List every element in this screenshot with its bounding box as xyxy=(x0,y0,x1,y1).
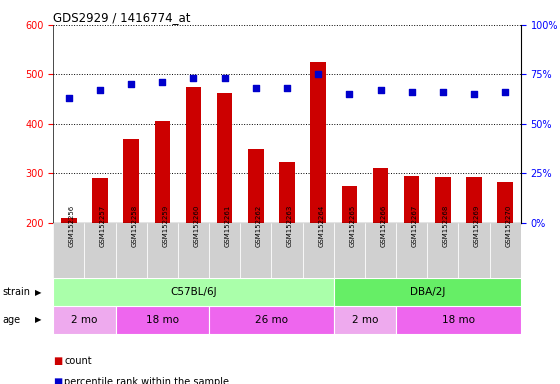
Point xyxy=(501,89,510,95)
Bar xyxy=(302,223,334,278)
Bar xyxy=(209,223,240,278)
Text: 2 mo: 2 mo xyxy=(352,315,378,325)
Bar xyxy=(61,218,77,223)
Text: GSM152267: GSM152267 xyxy=(412,204,418,247)
Bar xyxy=(272,223,302,278)
Point xyxy=(158,79,167,85)
Text: GSM152258: GSM152258 xyxy=(131,204,137,247)
Text: GSM152259: GSM152259 xyxy=(162,204,169,247)
Bar xyxy=(365,223,396,278)
Text: ■: ■ xyxy=(53,377,63,384)
Bar xyxy=(404,176,419,223)
Bar xyxy=(396,306,521,334)
Text: GSM152257: GSM152257 xyxy=(100,204,106,247)
Bar xyxy=(334,223,365,278)
Text: ■: ■ xyxy=(53,356,63,366)
Point xyxy=(438,89,447,95)
Text: 26 mo: 26 mo xyxy=(255,315,288,325)
Point xyxy=(251,85,260,91)
Text: GSM152263: GSM152263 xyxy=(287,204,293,247)
Text: GDS2929 / 1416774_at: GDS2929 / 1416774_at xyxy=(53,11,191,24)
Bar xyxy=(435,177,451,223)
Point xyxy=(95,87,104,93)
Bar xyxy=(123,139,139,223)
Text: GSM152270: GSM152270 xyxy=(505,204,511,247)
Bar xyxy=(396,223,427,278)
Text: ▶: ▶ xyxy=(35,288,41,297)
Bar xyxy=(209,306,334,334)
Point xyxy=(189,75,198,81)
Bar xyxy=(53,223,85,278)
Bar xyxy=(497,182,513,223)
Text: count: count xyxy=(64,356,92,366)
Bar xyxy=(85,223,115,278)
Point xyxy=(64,95,73,101)
Bar xyxy=(248,149,264,223)
Bar xyxy=(310,62,326,223)
Text: percentile rank within the sample: percentile rank within the sample xyxy=(64,377,230,384)
Text: GSM152264: GSM152264 xyxy=(318,204,324,247)
Text: GSM152256: GSM152256 xyxy=(69,204,75,247)
Point xyxy=(127,81,136,87)
Bar xyxy=(334,306,396,334)
Text: DBA/2J: DBA/2J xyxy=(409,287,445,297)
Text: GSM152262: GSM152262 xyxy=(256,204,262,247)
Bar xyxy=(217,93,232,223)
Bar xyxy=(334,278,521,306)
Bar xyxy=(279,162,295,223)
Text: 18 mo: 18 mo xyxy=(146,315,179,325)
Point xyxy=(314,71,323,78)
Point xyxy=(220,75,229,81)
Bar xyxy=(240,223,272,278)
Bar xyxy=(53,306,115,334)
Text: strain: strain xyxy=(3,287,31,297)
Point xyxy=(376,87,385,93)
Bar xyxy=(115,306,209,334)
Text: GSM152266: GSM152266 xyxy=(381,204,386,247)
Bar xyxy=(186,87,201,223)
Point xyxy=(345,91,354,97)
Point xyxy=(407,89,416,95)
Text: GSM152260: GSM152260 xyxy=(194,204,199,247)
Text: 2 mo: 2 mo xyxy=(71,315,97,325)
Bar xyxy=(115,223,147,278)
Point xyxy=(282,85,291,91)
Text: ▶: ▶ xyxy=(35,315,41,324)
Bar xyxy=(53,278,334,306)
Bar xyxy=(466,177,482,223)
Point xyxy=(469,91,478,97)
Bar xyxy=(342,185,357,223)
Bar xyxy=(489,223,521,278)
Bar xyxy=(427,223,459,278)
Text: 18 mo: 18 mo xyxy=(442,315,475,325)
Text: GSM152265: GSM152265 xyxy=(349,204,356,247)
Text: GSM152269: GSM152269 xyxy=(474,204,480,247)
Bar xyxy=(155,121,170,223)
Bar xyxy=(373,168,388,223)
Text: age: age xyxy=(3,315,21,325)
Text: C57BL/6J: C57BL/6J xyxy=(170,287,217,297)
Bar xyxy=(178,223,209,278)
Text: GSM152268: GSM152268 xyxy=(443,204,449,247)
Text: GSM152261: GSM152261 xyxy=(225,204,231,247)
Bar xyxy=(92,178,108,223)
Bar xyxy=(459,223,489,278)
Bar xyxy=(147,223,178,278)
